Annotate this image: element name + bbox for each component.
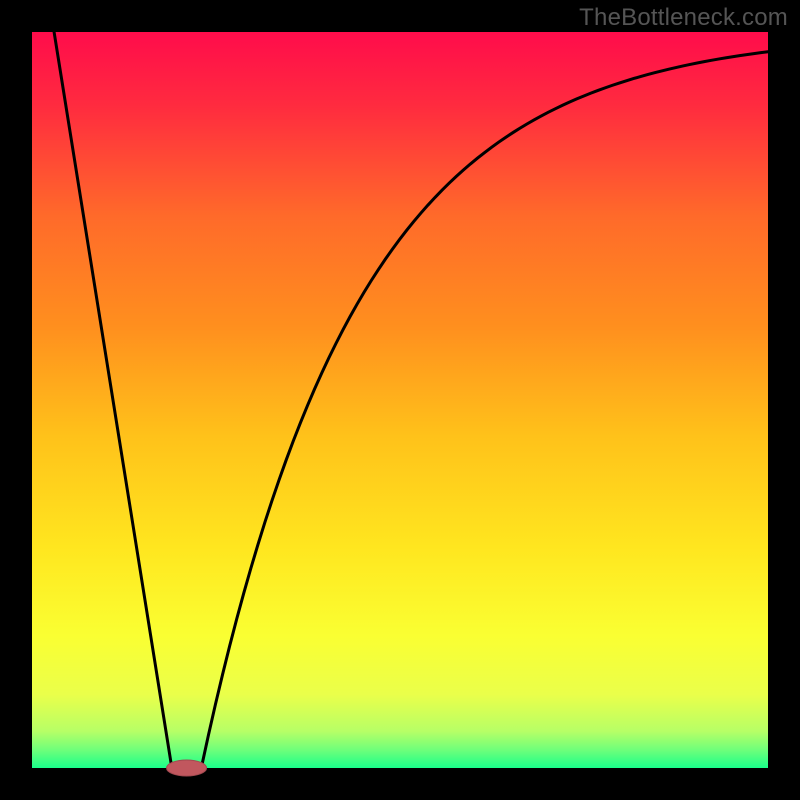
minimum-marker bbox=[167, 760, 207, 776]
chart-container: { "meta": { "watermark": "TheBottleneck.… bbox=[0, 0, 800, 800]
watermark-text: TheBottleneck.com bbox=[579, 4, 788, 32]
plot-area bbox=[32, 32, 768, 768]
chart-svg bbox=[0, 0, 800, 800]
